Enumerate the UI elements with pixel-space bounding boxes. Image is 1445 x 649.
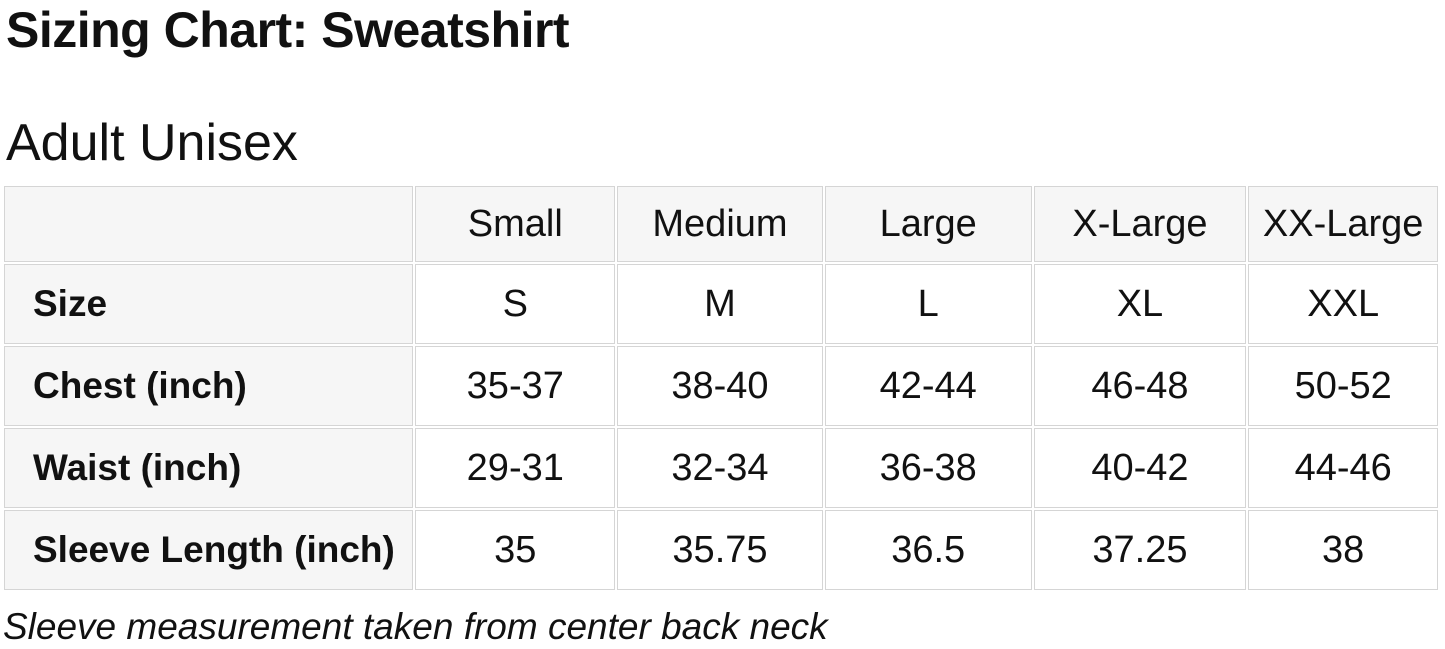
data-cell: S xyxy=(415,264,616,344)
data-cell: 29-31 xyxy=(415,428,616,508)
data-cell: 35.75 xyxy=(617,510,823,590)
column-header-x-large: X-Large xyxy=(1033,186,1247,262)
data-cell: XL xyxy=(1033,264,1247,344)
row-label-size: Size xyxy=(4,264,414,344)
data-cell: 37.25 xyxy=(1033,510,1247,590)
table-row-chest: Chest (inch) 35-37 38-40 42-44 46-48 50-… xyxy=(4,346,1438,426)
row-label-sleeve-length: Sleeve Length (inch) xyxy=(4,510,414,590)
table-row-size: Size S M L XL XXL xyxy=(4,264,1438,344)
data-cell: 42-44 xyxy=(824,346,1032,426)
table-row-sleeve-length: Sleeve Length (inch) 35 35.75 36.5 37.25… xyxy=(4,510,1438,590)
data-cell: 46-48 xyxy=(1033,346,1247,426)
corner-cell xyxy=(4,186,414,262)
data-cell: 50-52 xyxy=(1248,346,1438,426)
table-header-row: Small Medium Large X-Large XX-Large xyxy=(4,186,1438,262)
data-cell: M xyxy=(617,264,823,344)
sleeve-measurement-footnote: Sleeve measurement taken from center bac… xyxy=(3,606,828,647)
data-cell: 40-42 xyxy=(1033,428,1247,508)
data-cell: 35 xyxy=(415,510,616,590)
data-cell: XXL xyxy=(1248,264,1438,344)
data-cell: 38 xyxy=(1248,510,1438,590)
data-cell: 35-37 xyxy=(415,346,616,426)
sizing-table: Small Medium Large X-Large XX-Large Size… xyxy=(2,184,1440,592)
data-cell: 36.5 xyxy=(824,510,1032,590)
data-cell: 36-38 xyxy=(824,428,1032,508)
data-cell: L xyxy=(824,264,1032,344)
page-title: Sizing Chart: Sweatshirt xyxy=(6,2,570,58)
column-header-large: Large xyxy=(824,186,1032,262)
column-header-xx-large: XX-Large xyxy=(1248,186,1438,262)
table-row-waist: Waist (inch) 29-31 32-34 36-38 40-42 44-… xyxy=(4,428,1438,508)
data-cell: 32-34 xyxy=(617,428,823,508)
data-cell: 44-46 xyxy=(1248,428,1438,508)
section-title: Adult Unisex xyxy=(6,114,298,172)
row-label-chest: Chest (inch) xyxy=(4,346,414,426)
row-label-waist: Waist (inch) xyxy=(4,428,414,508)
data-cell: 38-40 xyxy=(617,346,823,426)
column-header-small: Small xyxy=(415,186,616,262)
column-header-medium: Medium xyxy=(617,186,823,262)
